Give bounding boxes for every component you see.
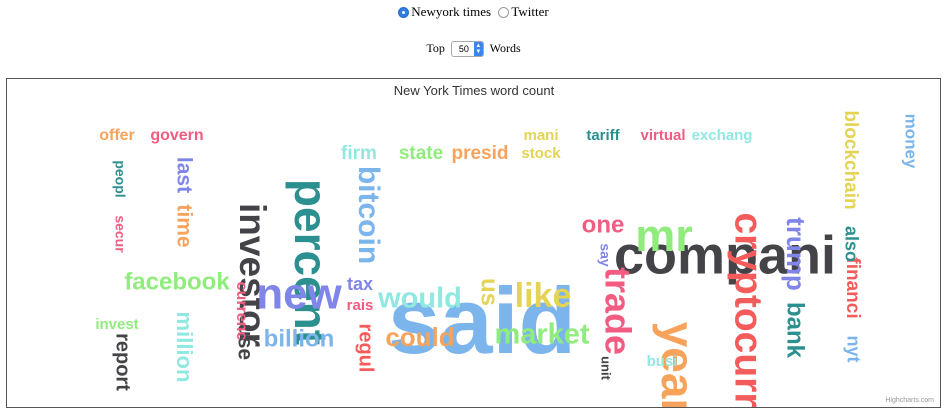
word-bank[interactable]: bank xyxy=(782,302,809,359)
source-option-label: Twitter xyxy=(511,4,549,19)
word-trade[interactable]: trade xyxy=(597,267,638,355)
wordcloud-chart: New York Times word count said compani per… xyxy=(6,78,941,408)
word-stock[interactable]: stock xyxy=(521,145,561,162)
word-facebook[interactable]: facebook xyxy=(124,268,230,295)
word-govern[interactable]: govern xyxy=(150,127,203,144)
word-could[interactable]: could xyxy=(385,322,454,352)
word-said[interactable]: said xyxy=(388,268,576,373)
word-busi[interactable]: busi xyxy=(647,353,678,370)
word-invest[interactable]: invest xyxy=(95,316,138,333)
word-market[interactable]: market xyxy=(494,319,589,351)
word-nyt[interactable]: nyt xyxy=(843,336,863,363)
word-cryptocurr[interactable]: cryptocurr xyxy=(727,212,770,407)
word-state[interactable]: state xyxy=(399,143,443,164)
word-blockchain[interactable]: blockchain xyxy=(840,110,861,209)
word-compani[interactable]: compani xyxy=(614,225,836,285)
chart-title: New York Times word count xyxy=(394,83,555,98)
word-mani[interactable]: mani xyxy=(523,127,558,144)
word-financi[interactable]: financi xyxy=(842,257,863,318)
word-rais[interactable]: rais xyxy=(347,297,374,314)
word-investor[interactable]: investor xyxy=(232,203,273,347)
word-would[interactable]: would xyxy=(377,283,462,315)
word-peopl[interactable]: peopl xyxy=(112,160,128,197)
word-last[interactable]: last xyxy=(172,157,195,193)
top-suffix-label: Words xyxy=(489,41,521,55)
source-option-newyork-times[interactable]: Newyork times xyxy=(398,3,491,21)
word-trump[interactable]: trump xyxy=(781,217,811,291)
word-new[interactable]: new xyxy=(256,270,342,319)
word-unit[interactable]: unit xyxy=(599,356,614,380)
top-prefix-label: Top xyxy=(426,41,445,55)
word-money[interactable]: money xyxy=(902,114,921,169)
word-percent[interactable]: percent xyxy=(285,179,337,345)
word-mr[interactable]: mr xyxy=(635,210,693,261)
word-report[interactable]: report xyxy=(112,333,134,391)
word-presid[interactable]: presid xyxy=(451,143,508,164)
word-firm[interactable]: firm xyxy=(341,143,377,164)
source-selector: Newyork times Twitter xyxy=(0,3,947,23)
select-stepper-icon[interactable]: ▲ ▼ xyxy=(473,42,483,57)
word-tax[interactable]: tax xyxy=(347,274,373,294)
radio-checked-icon[interactable] xyxy=(398,6,410,18)
word-virtual[interactable]: virtual xyxy=(640,127,685,144)
top-count-value: 50 xyxy=(458,44,469,55)
top-count-select[interactable]: 50 ▲ ▼ xyxy=(450,41,484,58)
word-us[interactable]: us xyxy=(476,278,503,306)
word-say[interactable]: say xyxy=(597,243,613,267)
top-words-selector: Top 50 ▲ ▼ Words xyxy=(0,40,947,58)
word-billion[interactable]: billion xyxy=(264,325,335,352)
word-like[interactable]: like xyxy=(515,277,572,315)
word-exchang[interactable]: exchang xyxy=(692,127,753,144)
radio-unchecked-icon[interactable] xyxy=(498,6,510,18)
word-million[interactable]: million xyxy=(172,312,197,383)
credits-link[interactable]: Highcharts.com xyxy=(885,397,934,404)
word-secur[interactable]: secur xyxy=(112,215,128,253)
source-option-twitter[interactable]: Twitter xyxy=(498,3,549,21)
word-offer[interactable]: offer xyxy=(99,127,135,144)
word-regul[interactable]: regul xyxy=(355,324,377,373)
word-year[interactable]: year xyxy=(652,322,704,407)
word-one[interactable]: one xyxy=(582,211,625,238)
source-option-label: Newyork times xyxy=(411,4,492,19)
word-use[interactable]: use xyxy=(233,324,256,360)
word-currenc[interactable]: currenc xyxy=(233,282,250,341)
word-group: said compani percent investor year cryptocurr… xyxy=(95,110,920,407)
word-also[interactable]: also xyxy=(841,226,861,262)
wordcloud-svg: New York Times word count said compani per… xyxy=(95,83,920,407)
word-tariff[interactable]: tariff xyxy=(586,127,620,144)
word-time[interactable]: time xyxy=(172,204,195,247)
word-bitcoin[interactable]: bitcoin xyxy=(352,166,385,264)
